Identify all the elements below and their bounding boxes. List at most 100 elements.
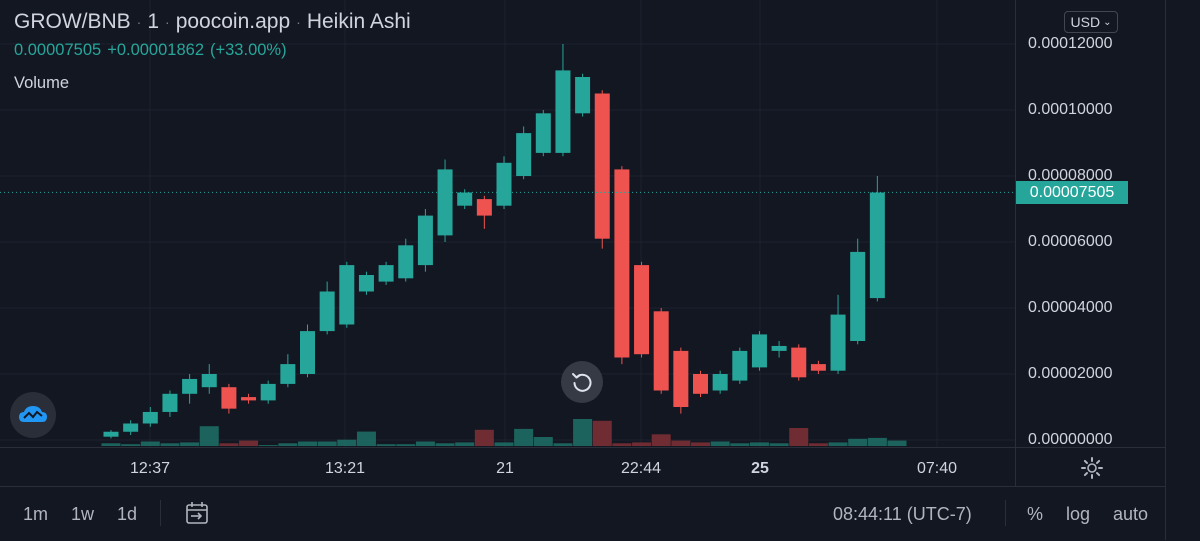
candle-body (653, 311, 669, 391)
volume-bar (789, 428, 809, 446)
candle-body (810, 364, 826, 371)
candle-body (162, 393, 178, 412)
divider (160, 500, 161, 526)
volume-bar (121, 444, 141, 446)
candle-body (673, 350, 689, 407)
percent-toggle[interactable]: % (1027, 504, 1044, 524)
volume-bar (396, 444, 416, 446)
candle-body (555, 70, 571, 153)
volume-bar (808, 443, 828, 446)
volume-bar (317, 441, 337, 446)
time-tick: 25 (751, 460, 769, 477)
price-tick: 0.00012000 (1028, 35, 1113, 52)
time-tick: 21 (496, 460, 514, 477)
candle-body (417, 215, 433, 266)
divider (1005, 500, 1006, 526)
candle-body (575, 77, 591, 114)
price-tick: 0.00002000 (1028, 365, 1113, 382)
candle-body (378, 265, 394, 282)
candlestick-chart[interactable] (0, 0, 1015, 447)
currency-label: USD (1070, 14, 1101, 30)
volume-bar (239, 440, 259, 446)
volume-bar (671, 440, 691, 446)
candle-body (457, 192, 473, 206)
chevron-down-icon: ⌄ (1103, 16, 1112, 28)
legend-title: GROW/BNB · 1 · poocoin.app · Heikin Ashi (14, 10, 411, 33)
volume-bar (592, 420, 612, 446)
scale-corner (1015, 447, 1166, 486)
range-1d-button[interactable]: 1d (117, 504, 138, 524)
time-scale[interactable] (0, 447, 1015, 486)
last-price-label: 0.00007505 (1016, 181, 1128, 204)
volume-bar (160, 443, 180, 446)
candle-body (260, 383, 276, 401)
volume-bar (258, 445, 278, 446)
volume-bar (219, 443, 239, 446)
price-tick: 0.00008000 (1028, 167, 1113, 184)
volume-legend[interactable]: Volume (14, 74, 70, 92)
range-1w-button[interactable]: 1w (71, 504, 95, 524)
candle-body (496, 162, 512, 206)
candle-body (339, 265, 355, 325)
candle-body (437, 169, 453, 236)
candle-body (398, 245, 414, 279)
source-label: poocoin.app (175, 10, 291, 33)
time-tick: 22:44 (620, 460, 662, 477)
volume-bar (632, 442, 652, 446)
candle-body (182, 378, 198, 394)
candle-body (594, 93, 610, 239)
volume-bar (435, 443, 455, 446)
candle-body (634, 265, 650, 355)
price-scale[interactable] (1015, 0, 1166, 447)
price-tick: 0.00000000 (1028, 431, 1113, 448)
auto-toggle[interactable]: auto (1113, 504, 1149, 524)
volume-bar (356, 431, 376, 446)
volume-bar (553, 443, 573, 446)
log-toggle[interactable]: log (1066, 504, 1091, 524)
time-tick: 07:40 (916, 460, 958, 477)
change-percent: (+33.00%) (210, 41, 287, 59)
price-tick: 0.00006000 (1028, 233, 1113, 250)
volume-bar (749, 442, 769, 446)
symbol-label[interactable]: GROW/BNB (14, 10, 131, 33)
candle-body (241, 397, 257, 401)
volume-bar (376, 444, 396, 446)
volume-bar (514, 428, 534, 446)
volume-bar (455, 442, 475, 446)
currency-selector[interactable]: USD ⌄ (1064, 11, 1118, 33)
candle-body (123, 423, 139, 432)
volume-bar (415, 441, 435, 446)
chart-legend: GROW/BNB · 1 · poocoin.app · Heikin Ashi 0.000… (14, 10, 411, 93)
legend-values: 0.00007505 +0.00001862 (+33.00%) (14, 41, 411, 60)
calendar-arrow-icon[interactable] (184, 500, 210, 526)
change-value: +0.00001862 (107, 41, 204, 59)
candle-body (319, 291, 335, 332)
candle-body (869, 192, 885, 299)
gear-icon[interactable] (1080, 456, 1104, 480)
candle-body (516, 133, 532, 176)
candle-body (221, 387, 237, 409)
clock-label[interactable]: 08:44:11 (UTC-7) (833, 504, 972, 524)
volume-bar (887, 440, 907, 446)
volume-bar (533, 437, 553, 446)
interval-label[interactable]: 1 (147, 10, 160, 33)
volume-bar (691, 442, 710, 446)
volume-bar (867, 437, 887, 446)
volume-bar (474, 429, 494, 446)
bottom-toolbar (0, 486, 1165, 541)
tradingview-cloud-icon[interactable] (10, 392, 56, 438)
volume-bar (298, 441, 317, 446)
volume-bar (612, 443, 632, 446)
price-tick: 0.00010000 (1028, 101, 1113, 118)
range-1m-button[interactable]: 1m (23, 504, 49, 524)
volume-bar (337, 439, 357, 446)
candle-body (103, 431, 119, 437)
volume-bar (848, 438, 868, 446)
candle-body (614, 169, 630, 358)
reset-chart-icon[interactable] (561, 361, 603, 403)
candle-body (201, 374, 217, 388)
candle-body (850, 251, 866, 341)
chart-pane[interactable] (0, 0, 1015, 447)
volume-bar (180, 442, 200, 446)
candle-body (751, 334, 767, 368)
